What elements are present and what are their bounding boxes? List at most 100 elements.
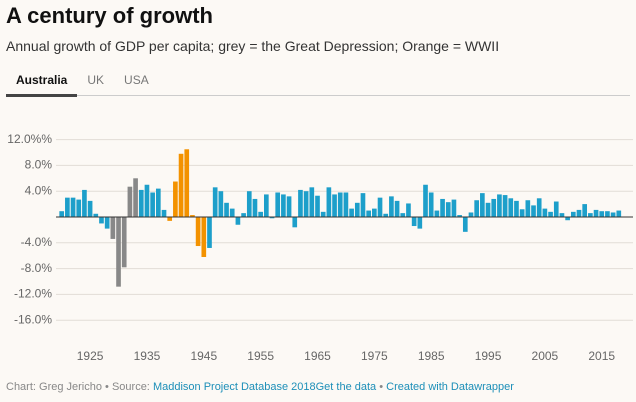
get-data-link[interactable]: Get the data — [315, 381, 377, 393]
bar — [599, 211, 605, 217]
bar — [65, 197, 70, 217]
bar — [434, 210, 440, 217]
bar — [309, 187, 315, 217]
bar — [184, 149, 190, 217]
y-tick-label: -12.0% — [14, 287, 52, 301]
bar — [116, 217, 121, 287]
bar — [173, 181, 178, 217]
bar — [497, 194, 502, 217]
x-tick-label: 1965 — [304, 349, 331, 363]
bar — [417, 217, 423, 229]
bar — [536, 198, 542, 217]
x-tick-label: 1925 — [77, 349, 104, 363]
bar — [155, 188, 161, 217]
x-tick-label: 1975 — [361, 349, 388, 363]
bar — [190, 215, 195, 217]
bar — [99, 217, 104, 224]
bar — [269, 217, 275, 219]
bar — [218, 191, 224, 217]
footer: Chart: Greg JerichoSource:Maddison Proje… — [6, 381, 514, 393]
x-tick-label: 2005 — [532, 349, 559, 363]
tab[interactable]: USA — [124, 73, 149, 87]
bar — [292, 217, 298, 228]
bar — [570, 211, 576, 217]
y-tick-label: 4.0% — [25, 183, 53, 197]
bar — [502, 195, 508, 217]
source-label: Source: — [102, 381, 150, 393]
y-tick-label: 12.0%% — [7, 132, 52, 146]
bar — [326, 187, 332, 217]
bar — [138, 189, 144, 217]
bar — [104, 217, 110, 229]
credit-link[interactable]: Created with Datawrapper — [376, 381, 514, 393]
bar — [246, 191, 252, 217]
bar — [440, 198, 445, 217]
bar — [201, 217, 207, 257]
bar — [195, 217, 201, 247]
tab[interactable]: UK — [87, 73, 105, 87]
bar — [462, 217, 468, 232]
x-tick-label: 1935 — [134, 349, 161, 363]
bar — [178, 153, 184, 217]
bar — [457, 215, 462, 217]
bar — [588, 213, 593, 217]
tab[interactable]: Australia — [6, 70, 78, 97]
bar — [298, 189, 303, 217]
bar — [150, 192, 155, 217]
bar — [445, 202, 451, 217]
x-tick-label: 1955 — [247, 349, 274, 363]
bar — [565, 217, 570, 221]
bar — [144, 184, 150, 217]
bar — [474, 200, 480, 217]
x-tick-label: 1945 — [190, 349, 217, 363]
bar — [406, 203, 411, 217]
bar — [127, 186, 133, 217]
bar — [610, 212, 616, 217]
x-tick-label: 1995 — [475, 349, 502, 363]
bar — [286, 196, 292, 217]
bar — [252, 198, 258, 217]
bar — [354, 202, 360, 217]
bar — [349, 208, 354, 217]
bar — [451, 199, 457, 217]
bar — [343, 192, 349, 217]
bar — [303, 191, 309, 217]
bar — [423, 184, 428, 217]
bar — [320, 211, 326, 217]
bar — [383, 213, 389, 217]
bar — [377, 197, 383, 217]
x-tick-label: 2015 — [588, 349, 615, 363]
source-link[interactable]: Maddison Project Database 2018 — [152, 381, 316, 393]
bar — [275, 192, 281, 217]
x-tick-label: 1985 — [418, 349, 445, 363]
bar — [167, 217, 173, 221]
bar — [315, 195, 320, 217]
bar — [241, 213, 246, 217]
bar — [332, 194, 337, 217]
bar — [531, 205, 536, 217]
bar — [582, 204, 588, 217]
bar — [161, 209, 167, 217]
bar — [525, 200, 531, 217]
bar — [514, 200, 519, 217]
bar — [519, 209, 525, 217]
y-tick-label: -8.0% — [21, 261, 53, 275]
bar — [76, 199, 82, 217]
bar — [553, 201, 559, 217]
bar — [593, 209, 599, 217]
bar — [605, 211, 610, 217]
bar — [121, 217, 127, 268]
bar — [264, 194, 269, 217]
bar — [360, 193, 366, 217]
bar — [548, 211, 553, 217]
bar — [224, 202, 229, 217]
bar — [70, 197, 76, 217]
bar — [93, 213, 99, 217]
bar — [508, 198, 514, 217]
bar — [235, 217, 241, 225]
bar — [400, 213, 406, 217]
bar — [229, 208, 235, 217]
bar — [82, 189, 87, 217]
bar — [366, 210, 371, 217]
